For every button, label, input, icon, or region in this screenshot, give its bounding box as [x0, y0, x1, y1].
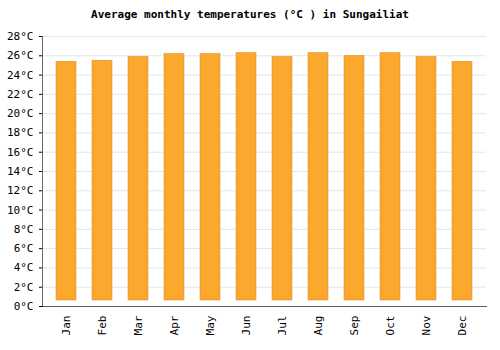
svg-text:22°C: 22°C — [7, 88, 34, 101]
svg-text:2°C: 2°C — [14, 281, 34, 294]
svg-text:28°C: 28°C — [7, 30, 34, 43]
svg-text:Mar: Mar — [132, 315, 145, 335]
svg-text:0°C: 0°C — [14, 300, 34, 313]
svg-text:Aug: Aug — [312, 316, 325, 336]
svg-text:May: May — [204, 315, 217, 335]
svg-text:Jul: Jul — [276, 316, 289, 336]
svg-text:20°C: 20°C — [7, 107, 34, 120]
svg-text:24°C: 24°C — [7, 69, 34, 82]
svg-text:12°C: 12°C — [7, 184, 34, 197]
svg-text:14°C: 14°C — [7, 165, 34, 178]
svg-text:Sep: Sep — [348, 316, 361, 336]
svg-text:Oct: Oct — [384, 316, 397, 336]
svg-text:6°C: 6°C — [14, 242, 34, 255]
svg-text:10°C: 10°C — [7, 204, 34, 217]
svg-text:Nov: Nov — [420, 315, 433, 335]
svg-text:Jun: Jun — [240, 316, 253, 336]
svg-text:26°C: 26°C — [7, 49, 34, 62]
svg-text:Feb: Feb — [96, 316, 109, 336]
svg-text:16°C: 16°C — [7, 146, 34, 159]
html-text:Average monthly temperatures (: Average monthly temperatures (°C ) in Su… — [91, 8, 409, 21]
svg-text:8°C: 8°C — [14, 223, 34, 236]
svg-text:Jan: Jan — [60, 316, 73, 336]
svg-text:18°C: 18°C — [7, 126, 34, 139]
svg-text:Dec: Dec — [456, 316, 469, 336]
svg-text:4°C: 4°C — [14, 261, 34, 274]
svg-text:Apr: Apr — [168, 315, 181, 335]
